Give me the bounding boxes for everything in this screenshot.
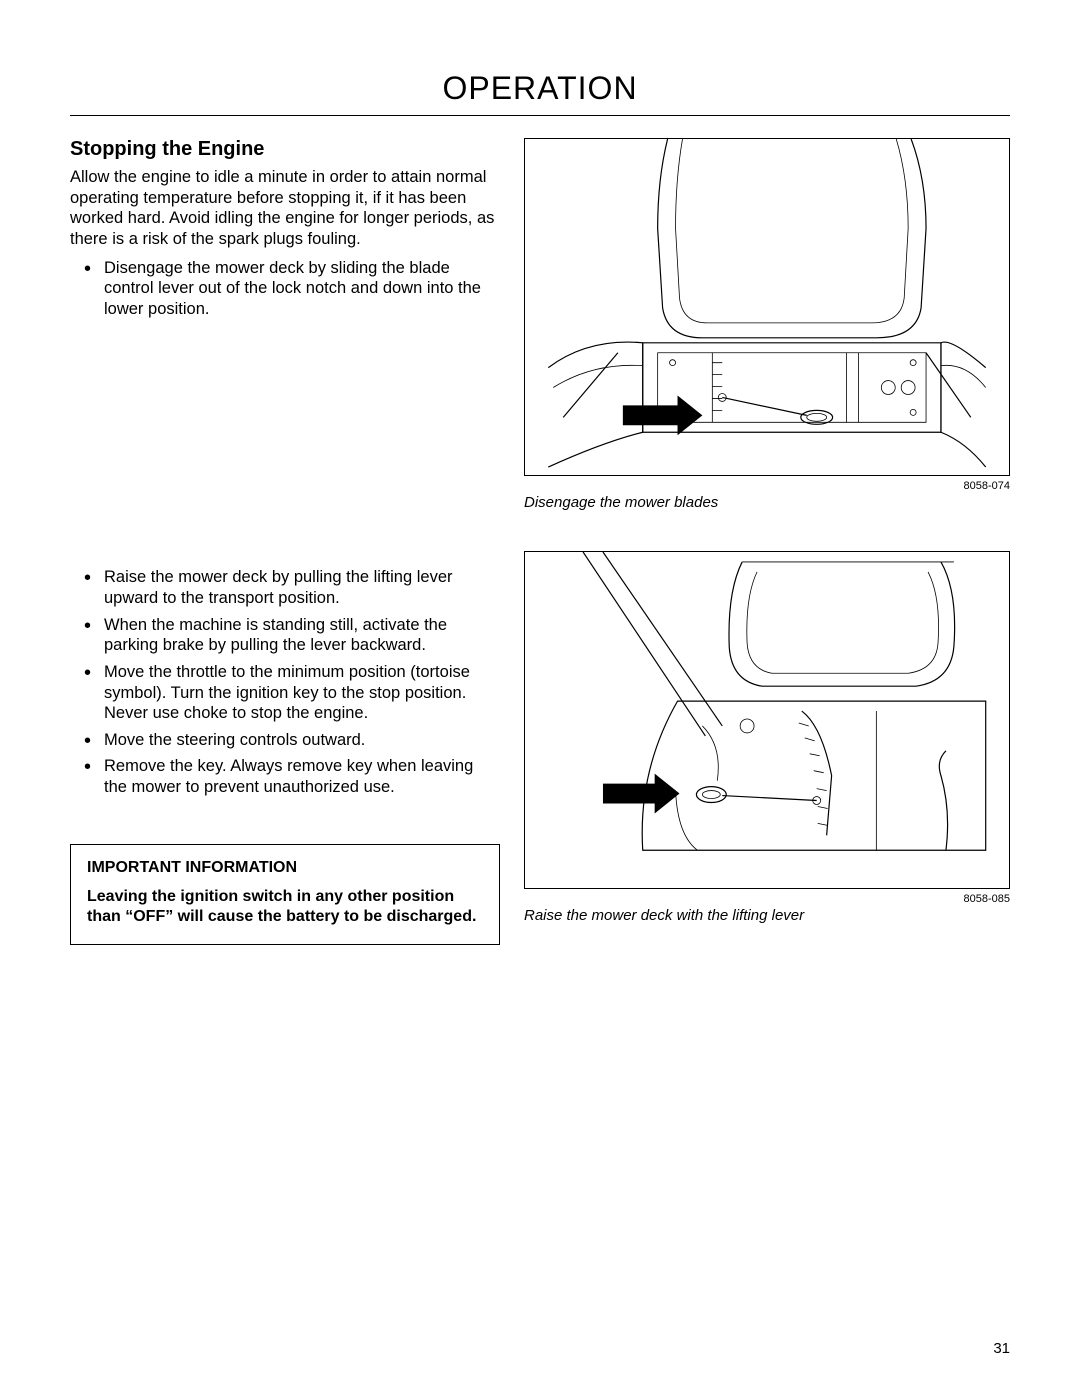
intro-paragraph: Allow the engine to idle a minute in ord…: [70, 167, 500, 250]
left-column: Stopping the Engine Allow the engine to …: [70, 138, 500, 964]
two-column-layout: Stopping the Engine Allow the engine to …: [70, 138, 1010, 964]
list-item: When the machine is standing still, acti…: [104, 615, 500, 656]
info-box-title: IMPORTANT INFORMATION: [87, 859, 483, 877]
figure-raise-deck: [524, 551, 1010, 889]
list-item: Move the throttle to the minimum positio…: [104, 662, 500, 724]
figure-disengage-blades: [524, 138, 1010, 476]
figure-ref: 8058-074: [524, 480, 1010, 492]
figure-ref: 8058-085: [524, 893, 1010, 905]
list-item: Disengage the mower deck by sliding the …: [104, 258, 500, 320]
mower-lift-diagram-icon: [525, 552, 1009, 888]
mower-diagram-icon: [525, 139, 1009, 475]
bullet-list-2: Raise the mower deck by pulling the lift…: [70, 567, 500, 797]
bullet-list-1: Disengage the mower deck by sliding the …: [70, 258, 500, 320]
list-item: Move the steering controls outward.: [104, 730, 500, 751]
page-number: 31: [993, 1340, 1010, 1357]
important-info-box: IMPORTANT INFORMATION Leaving the igniti…: [70, 844, 500, 946]
list-item: Raise the mower deck by pulling the lift…: [104, 567, 500, 608]
list-item: Remove the key. Always remove key when l…: [104, 756, 500, 797]
page: OPERATION Stopping the Engine Allow the …: [0, 0, 1080, 1397]
figure-caption: Disengage the mower blades: [524, 494, 1010, 511]
page-title: OPERATION: [70, 70, 1010, 116]
section-heading: Stopping the Engine: [70, 138, 500, 161]
info-box-body: Leaving the ignition switch in any other…: [87, 887, 483, 929]
figure-caption: Raise the mower deck with the lifting le…: [524, 907, 1010, 924]
right-column: 8058-074 Disengage the mower blades: [524, 138, 1010, 964]
vertical-spacer: [70, 327, 500, 567]
